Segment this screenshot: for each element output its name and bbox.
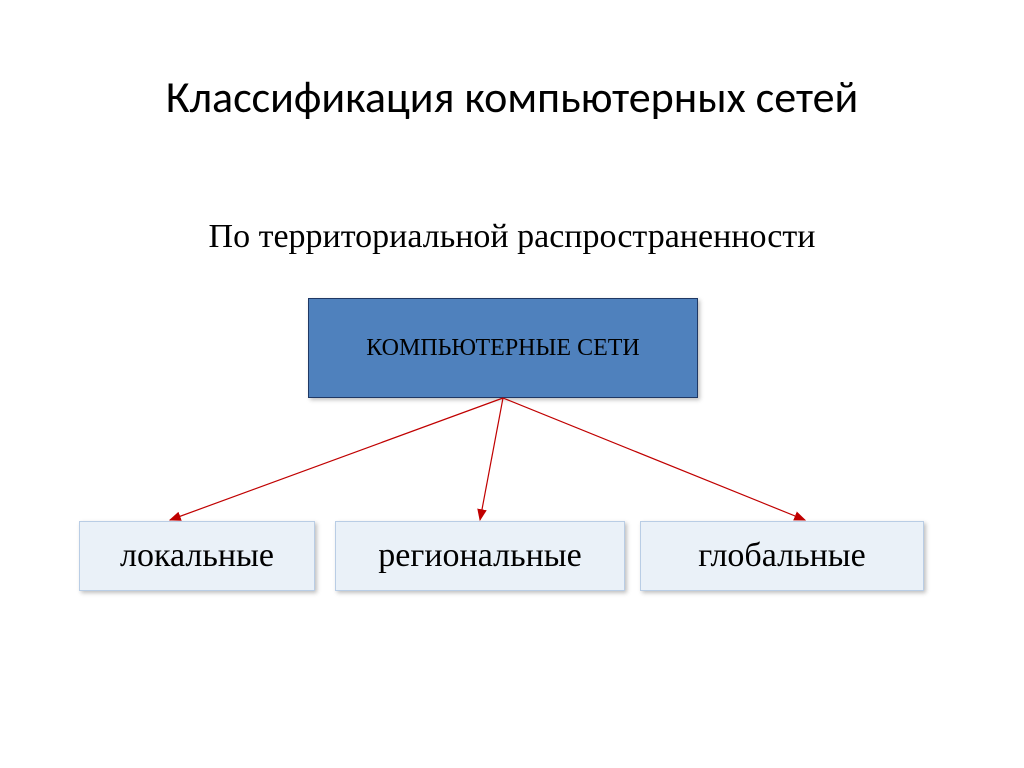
subtitle: По территориальной распространенности	[0, 218, 1024, 256]
page-title: Классификация компьютерных сетей	[0, 70, 1024, 124]
slide: Классификация компьютерных сетей По терр…	[0, 0, 1024, 768]
child-node-regional: региональные	[335, 521, 625, 591]
child-node-label: региональные	[378, 537, 581, 575]
root-node: КОМПЬЮТЕРНЫЕ СЕТИ	[308, 298, 698, 398]
child-node-label: глобальные	[698, 537, 865, 575]
child-node-global: глобальные	[640, 521, 924, 591]
child-node-local: локальные	[79, 521, 315, 591]
child-node-label: локальные	[120, 537, 274, 575]
root-node-label: КОМПЬЮТЕРНЫЕ СЕТИ	[366, 335, 640, 362]
